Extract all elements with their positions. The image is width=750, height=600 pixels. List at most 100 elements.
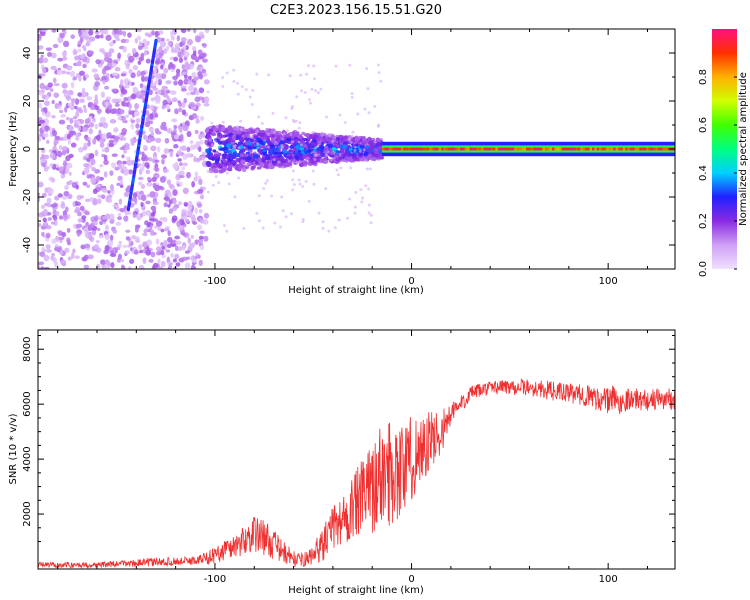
heatmap-cell	[257, 148, 262, 153]
heatmap-cell	[170, 252, 174, 258]
heatmap-cell	[154, 159, 160, 163]
heatmap-cell	[540, 147, 544, 151]
heatmap-cell	[511, 147, 515, 151]
heatmap-cell	[483, 147, 487, 151]
heatmap-cell	[62, 169, 66, 176]
heatmap-cell	[625, 147, 629, 151]
heatmap-cell	[181, 101, 186, 109]
heatmap-cell	[41, 147, 46, 154]
heatmap-cell	[111, 98, 118, 104]
heatmap-cell	[391, 147, 395, 151]
heatmap-cell	[492, 147, 496, 151]
heatmap-cell	[42, 248, 47, 253]
heatmap-cell	[284, 215, 288, 219]
heatmap-cell	[136, 29, 142, 33]
heatmap-cell	[91, 118, 96, 123]
heatmap-cell	[195, 141, 201, 148]
heatmap-cell	[72, 77, 76, 81]
heatmap-cell	[403, 147, 407, 151]
heatmap-cell	[350, 95, 354, 99]
heatmap-cell	[488, 147, 492, 151]
heatmap-cell	[166, 243, 172, 248]
heatmap-cell	[114, 166, 120, 171]
colorbar-tick-label: 0.0	[698, 261, 709, 277]
heatmap-cell	[240, 159, 246, 165]
heatmap-cell	[246, 156, 251, 160]
heatmap-cell	[272, 154, 277, 159]
heatmap-cell	[497, 147, 501, 151]
heatmap-cell	[236, 81, 240, 85]
heatmap-cell	[79, 205, 85, 211]
heatmap-cell	[181, 256, 188, 261]
heatmap-cell	[192, 46, 197, 51]
heatmap-cell	[149, 83, 157, 87]
heatmap-cell	[59, 251, 64, 255]
heatmap-cell	[116, 206, 120, 212]
heatmap-cell	[346, 216, 350, 220]
heatmap-cell	[61, 51, 67, 58]
heatmap-cell	[202, 219, 209, 225]
heatmap-cell	[309, 101, 313, 105]
heatmap-cell	[247, 141, 253, 146]
heatmap-cell	[75, 223, 83, 229]
heatmap-cell	[313, 158, 317, 162]
heatmap-cell	[145, 249, 152, 256]
heatmap-cell	[218, 169, 223, 174]
heatmap-cell	[64, 247, 70, 253]
heatmap-cell	[551, 147, 555, 151]
heatmap-cell	[367, 148, 373, 153]
heatmap-cell	[157, 89, 162, 95]
heatmap-cell	[203, 212, 210, 219]
heatmap-cell	[374, 149, 379, 155]
heatmap-cell	[221, 120, 225, 124]
heatmap-cell	[323, 148, 328, 153]
heatmap-cell	[178, 57, 184, 63]
heatmap-cell	[368, 167, 372, 171]
heatmap-cell	[376, 138, 382, 143]
heatmap-cell	[119, 184, 124, 189]
heatmap-cell	[547, 147, 551, 151]
heatmap-cell	[211, 183, 215, 187]
heatmap-cell	[102, 122, 109, 129]
heatmap-cell	[334, 64, 338, 68]
heatmap-cell	[412, 147, 416, 151]
heatmap-cell	[51, 99, 55, 105]
heatmap-cell	[417, 147, 421, 151]
heatmap-cell	[314, 89, 318, 93]
heatmap-cell	[184, 63, 191, 70]
heatmap-cell	[108, 139, 114, 144]
heatmap-cell	[128, 103, 132, 110]
heatmap-cell	[283, 159, 288, 164]
heatmap-cell	[99, 220, 104, 226]
heatmap-cell	[210, 121, 214, 125]
heatmap-cell	[268, 149, 273, 155]
heatmap-cell	[249, 128, 254, 134]
heatmap-cell	[93, 220, 98, 226]
heatmap-cell	[161, 254, 166, 259]
heatmap-cell	[156, 146, 161, 153]
heatmap-cell	[150, 212, 156, 217]
heatmap-cell	[128, 169, 134, 174]
heatmap-cell	[152, 262, 159, 269]
colorbar: 0.0 0.2 0.4 0.6 0.8 Normalized spectral ampl…	[698, 29, 749, 277]
heatmap-cell	[141, 75, 145, 82]
heatmap-cell	[203, 79, 210, 85]
heatmap-cell	[63, 160, 67, 165]
heatmap-cell	[192, 49, 197, 56]
heatmap-cell	[312, 134, 319, 139]
heatmap-cell	[302, 161, 308, 166]
heatmap-cell	[99, 141, 105, 148]
heatmap-cell	[153, 80, 159, 85]
heatmap-cell	[74, 132, 81, 138]
heatmap-cell	[152, 87, 159, 91]
heatmap-cell	[224, 138, 230, 143]
heatmap-cell	[180, 37, 187, 43]
heatmap-cell	[88, 153, 94, 160]
heatmap-cell	[639, 147, 643, 151]
heatmap-cell	[179, 162, 183, 166]
heatmap-cell	[189, 144, 194, 151]
heatmap-cell	[150, 104, 155, 111]
heatmap-cell	[82, 64, 87, 69]
heatmap-cell	[136, 69, 141, 76]
heatmap-cell	[221, 126, 226, 132]
